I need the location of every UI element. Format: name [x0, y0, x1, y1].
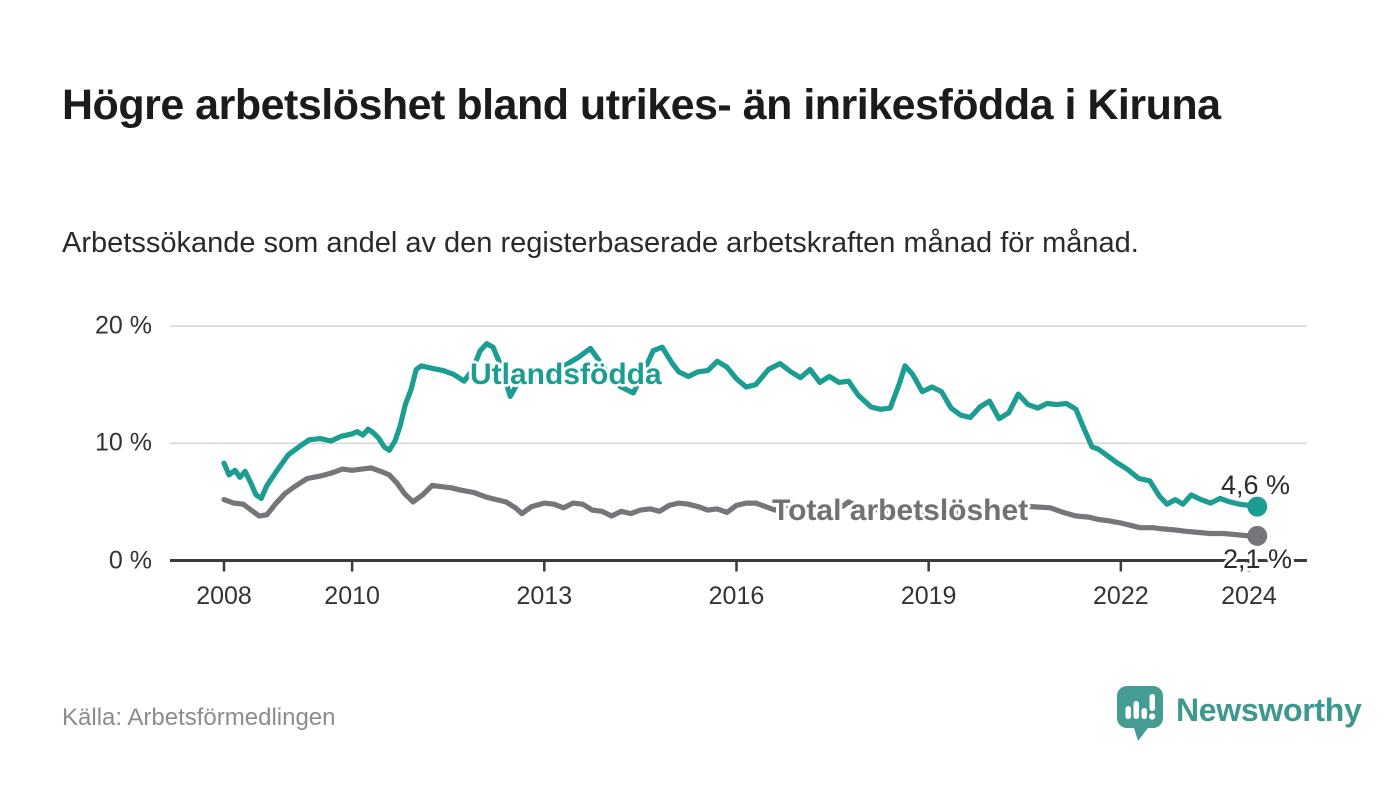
series-line-utlandsf-dda	[221, 341, 1260, 510]
brand-wordmark: Newsworthy	[1176, 692, 1362, 728]
x-axis-tick-label: 2024	[1221, 582, 1277, 610]
end-value-label-utlandsfodda: 4,6 %	[1221, 470, 1291, 500]
series-end-dot-total-arbetsl-shet	[1247, 525, 1268, 546]
x-axis-tick-label: 2022	[1093, 582, 1149, 610]
newsworthy-logo-icon	[1117, 686, 1163, 741]
y-axis-tick-label: 20 %	[95, 311, 152, 340]
x-axis-tick-label: 2019	[900, 582, 957, 610]
newsworthy-logo: Newsworthy	[1117, 686, 1362, 742]
x-axis-tick-label: 2016	[708, 582, 765, 610]
x-axis-tick-label: 2010	[324, 582, 380, 610]
series-line-total-arbetsl-shet	[221, 465, 1260, 539]
y-axis-tick-label: 0 %	[108, 546, 152, 574]
series-label-utlandsfodda: Utlandsfödda	[470, 358, 662, 391]
chart-subtitle: Arbetssökande som andel av den registerb…	[62, 227, 1139, 259]
x-axis-tick-label: 2008	[196, 582, 252, 610]
page-title: Högre arbetslöshet bland utrikes- än inr…	[62, 80, 1221, 129]
end-value-label-total: 2,1 %	[1223, 544, 1293, 574]
source-credit: Källa: Arbetsförmedlingen	[62, 704, 336, 731]
series-label-total-arbetsloshet: Total arbetslöshet	[772, 494, 1029, 527]
x-axis-tick-label: 2013	[516, 582, 573, 610]
y-axis-tick-label: 10 %	[95, 428, 152, 457]
series-end-dot-utlandsf-dda	[1247, 496, 1268, 517]
